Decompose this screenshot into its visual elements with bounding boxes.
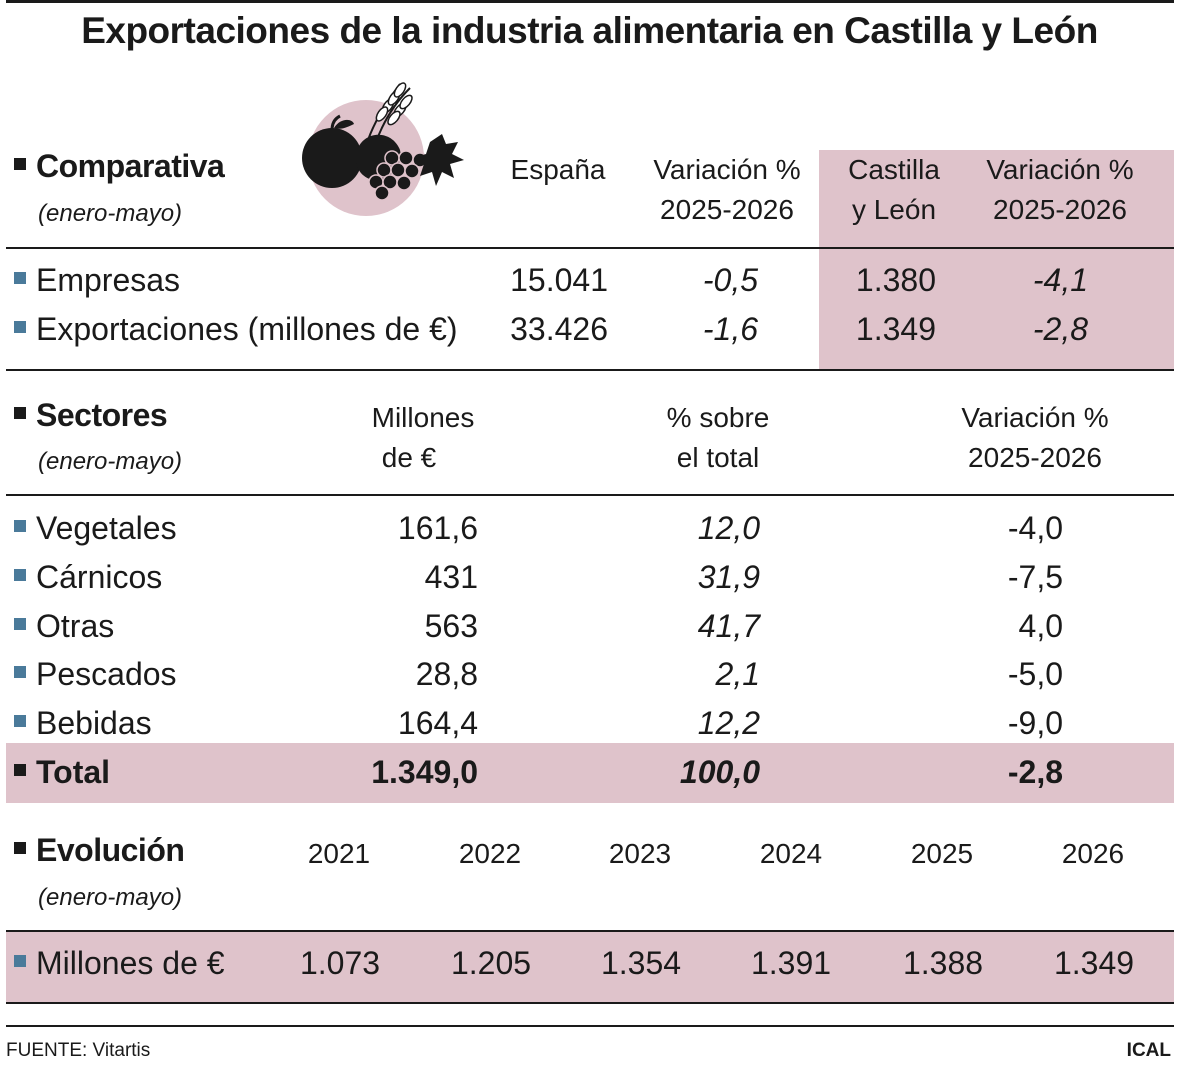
sector-variacion: -4,0 [1007,510,1063,546]
row-bullet [14,618,26,630]
comparativa-row-label: Exportaciones (millones de €) [14,309,458,349]
year-header: 2021 [307,838,371,869]
sector-label: Otras [14,606,114,646]
sector-label: Pescados [14,654,177,694]
total-variacion: -2,8 [1007,754,1063,790]
cyl-highlight [819,150,1174,370]
sector-millones: 161,6 [397,510,478,546]
comparativa-subtitle: (enero-mayo) [38,200,183,227]
year-header: 2023 [608,838,672,869]
row-bullet [14,272,26,284]
sector-pct: 31,9 [697,559,760,595]
sector-millones: 563 [424,608,478,644]
evolucion-value: 1.388 [902,945,984,981]
evolucion-value: 1.354 [600,945,682,981]
credit: ICAL [1126,1040,1171,1061]
row-bullet [14,955,26,967]
sector-millones: 431 [424,559,478,595]
header-millones: Millones de € [371,402,475,473]
evolucion-top-rule [6,930,1174,932]
total-millones: 1.349,0 [371,754,478,790]
espana-value: 15.041 [510,262,608,298]
cyl-variacion: -4,1 [1032,262,1088,298]
comparativa-bottom-rule [6,369,1174,371]
total-label: Total [14,752,110,792]
espana-value: 33.426 [510,311,608,347]
comparativa-row-label: Empresas [14,260,180,300]
sector-pct: 41,7 [697,608,760,644]
evolucion-title: Evolución [14,832,185,869]
evolucion-value: 1.205 [450,945,532,981]
comparativa-title: Comparativa [14,148,225,185]
sector-variacion: 4,0 [1018,608,1063,644]
evolucion-row-label: Millones de € [14,943,225,983]
header-castilla-leon: Castilla y León [848,154,940,225]
sectores-header-rule [6,494,1174,496]
header-variacion-espana: Variación % 2025-2026 [653,154,801,225]
row-bullet [14,715,26,727]
sector-millones: 28,8 [415,656,478,692]
section-bullet [14,764,26,776]
espana-variacion: -0,5 [702,262,758,298]
total-pct: 100,0 [679,754,760,790]
header-variacion-sectores: Variación % 2025-2026 [961,402,1109,473]
cyl-value: 1.380 [855,262,936,298]
evolucion-bottom-rule [6,1002,1174,1004]
sector-variacion: -7,5 [1007,559,1063,595]
row-bullet [14,569,26,581]
comparativa-header-rule [6,247,1174,249]
year-header: 2022 [458,838,522,869]
top-rule [6,0,1174,3]
evolucion-value: 1.349 [1053,945,1135,981]
header-espana: España [510,154,606,185]
sector-variacion: -9,0 [1007,705,1063,741]
section-bullet [14,158,26,170]
row-bullet [14,321,26,333]
evolucion-value: 1.391 [750,945,832,981]
cyl-variacion: -2,8 [1032,311,1088,347]
section-bullet [14,407,26,419]
sector-millones: 164,4 [397,705,478,741]
sector-label: Cárnicos [14,557,162,597]
header-variacion-cyl: Variación % 2025-2026 [986,154,1134,225]
sector-variacion: -5,0 [1007,656,1063,692]
sector-pct: 12,0 [697,510,760,546]
espana-variacion: -1,6 [702,311,758,347]
footer-rule [6,1025,1174,1027]
year-header: 2025 [910,838,974,869]
source-note: FUENTE: Vitartis [6,1040,151,1061]
row-bullet [14,520,26,532]
food-basket-icon [302,82,464,216]
header-pct-total: % sobre el total [666,402,770,473]
sectores-title: Sectores [14,397,168,434]
evolucion-row-highlight [6,931,1174,1003]
evolucion-subtitle: (enero-mayo) [38,884,183,911]
page-title: Exportaciones de la industria alimentari… [81,10,1098,51]
sector-pct: 12,2 [697,705,760,741]
total-row-highlight [6,743,1174,803]
section-bullet [14,842,26,854]
year-header: 2024 [759,838,823,869]
sector-label: Bebidas [14,703,152,743]
year-header: 2026 [1061,838,1125,869]
evolucion-value: 1.073 [299,945,381,981]
cyl-value: 1.349 [855,311,936,347]
sector-label: Vegetales [14,508,177,548]
sector-pct: 2,1 [715,656,760,692]
row-bullet [14,666,26,678]
sectores-subtitle: (enero-mayo) [38,448,183,475]
